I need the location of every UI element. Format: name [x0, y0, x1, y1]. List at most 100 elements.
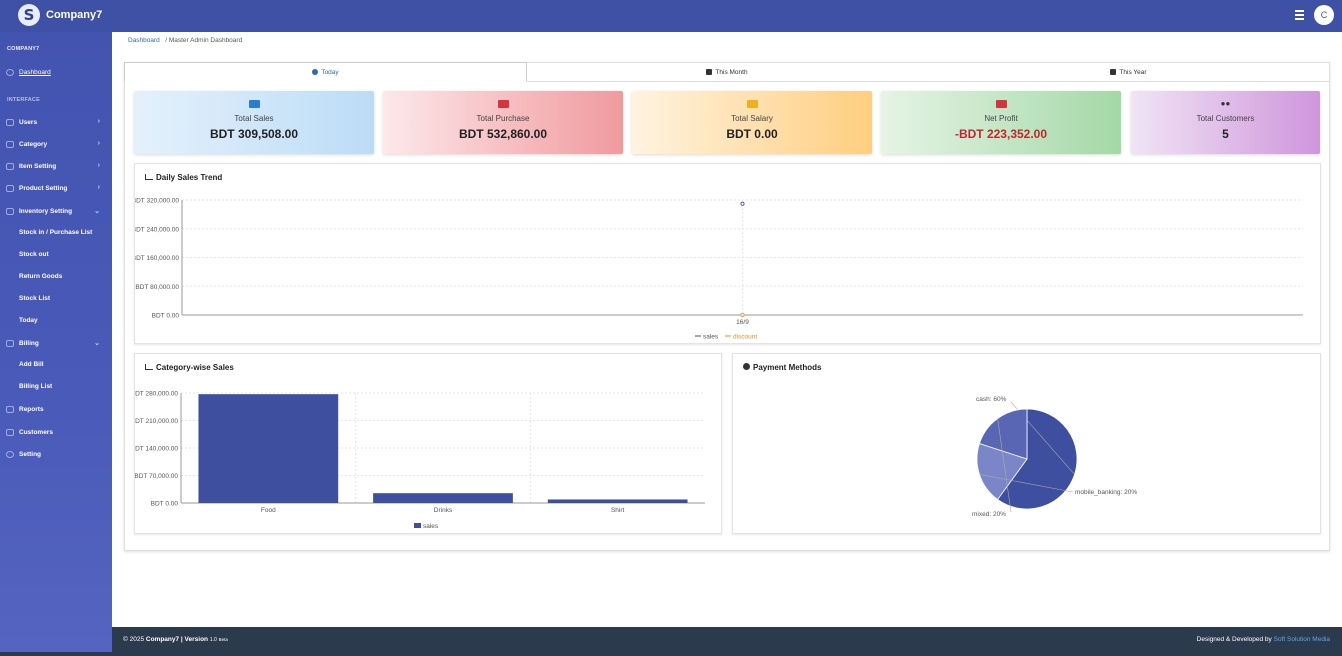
category-sales-chart[interactable]: BDT 0.00 BDT 70,000.00 BDT 140,000.00 BDT 2… — [135, 354, 723, 535]
x-tick-label: Drinks — [434, 507, 453, 514]
tab-this-month[interactable]: This Month — [527, 62, 927, 82]
bar-food — [198, 394, 339, 503]
sidebar-sub-add-bill[interactable]: Add Bill — [19, 361, 44, 368]
card-label: Total Purchase — [476, 114, 530, 123]
legend-label: sales — [703, 334, 719, 341]
daily-sales-chart[interactable]: BDT 0.00 BDT 80,000.00 BDT 160,000.00 BDT 2… — [135, 164, 1322, 345]
payment-methods-chart[interactable]: cash: 60% mobile_banking: 20% mixed: 20% — [733, 354, 1322, 535]
card-label: Total Customers — [1196, 114, 1255, 123]
sidebar-sub-stock-out[interactable]: Stock out — [19, 251, 49, 258]
card-value: BDT 0.00 — [726, 127, 778, 141]
card-value: 5 — [1222, 127, 1229, 141]
user-avatar[interactable]: C — [1314, 5, 1334, 25]
breadcrumb-current: / Master Admin Dashboard — [165, 37, 243, 44]
total-salary-card: Total Salary BDT 0.00 — [632, 91, 872, 154]
x-tick-label: Food — [261, 507, 276, 514]
sidebar: COMPANY7 Dashboard INTERFACE Users › Cat… — [0, 32, 112, 652]
sidebar-item-inventory-setting[interactable]: Inventory Setting ⌄ — [6, 204, 106, 218]
card-value: -BDT 223,352.00 — [954, 127, 1048, 141]
category-sales-title: Category-wise Sales — [145, 363, 234, 372]
data-point-discount — [740, 312, 745, 317]
sidebar-item-label: Customers — [19, 428, 53, 436]
brand-name[interactable]: Company7 — [46, 9, 103, 21]
warehouse-icon — [6, 207, 14, 215]
users-icon: ●● — [1220, 99, 1231, 108]
card-value: BDT 532,860.00 — [458, 127, 548, 141]
developer-link[interactable]: Soft Solution Media — [1273, 636, 1330, 643]
y-tick-label: BDT 280,000.00 — [135, 391, 178, 398]
clock-icon — [312, 69, 319, 75]
sidebar-sub-today[interactable]: Today — [19, 317, 38, 324]
pie-label: mixed: 20% — [972, 511, 1006, 518]
brand-logo-icon[interactable]: S — [18, 4, 40, 26]
sidebar-sub-stock-in[interactable]: Stock in / Purchase List — [19, 229, 93, 236]
users-icon — [6, 118, 14, 126]
money-icon — [746, 100, 758, 108]
sidebar-item-billing[interactable]: Billing ⌄ — [6, 336, 106, 350]
box-icon — [6, 184, 14, 192]
sidebar-item-label: Inventory Setting — [19, 207, 73, 215]
y-tick-label: BDT 70,000.00 — [135, 473, 178, 480]
sidebar-item-setting[interactable]: Setting — [6, 447, 106, 461]
y-tick-label: BDT 80,000.00 — [135, 284, 179, 291]
y-tick-label: BDT 140,000.00 — [135, 446, 178, 453]
hamburger-menu-icon[interactable] — [1295, 10, 1304, 20]
legend-label: sales — [423, 523, 439, 530]
tab-today[interactable]: Today — [124, 62, 527, 82]
chevron-right-icon: › — [97, 118, 100, 125]
card-label: Net Profit — [984, 114, 1018, 123]
breadcrumb-home-link[interactable]: Dashboard — [128, 37, 160, 44]
net-profit-card: Net Profit -BDT 223,352.00 — [881, 91, 1121, 154]
sidebar-item-label: Item Setting — [19, 162, 57, 170]
tab-label: This Month — [715, 68, 748, 76]
y-tick-label: BDT 0.00 — [151, 501, 179, 508]
chart-line-icon — [145, 174, 153, 180]
chart-line-icon — [145, 364, 153, 370]
window-bottom-edge — [0, 652, 1342, 656]
y-tick-label: BDT 240,000.00 — [135, 226, 179, 233]
bar-drinks — [373, 493, 513, 503]
chevron-right-icon: › — [97, 162, 100, 169]
legend-label: discount — [733, 334, 757, 341]
sidebar-company-heading: COMPANY7 — [7, 46, 40, 52]
list-icon — [6, 162, 14, 170]
sidebar-item-category[interactable]: Category › — [6, 137, 106, 151]
sidebar-item-customers[interactable]: Customers — [6, 425, 106, 439]
top-navbar: S Company7 C — [0, 0, 1342, 32]
beta-badge: Beta — [218, 637, 228, 642]
tab-label: This Year — [1119, 68, 1147, 76]
payment-methods-card: Payment Methods cash: 60% mobile_banking:… — [732, 353, 1321, 534]
sidebar-item-label: Setting — [19, 450, 42, 458]
sidebar-item-users[interactable]: Users › — [6, 115, 106, 129]
money-icon — [248, 100, 260, 108]
sidebar-item-product-setting[interactable]: Product Setting › — [6, 181, 106, 195]
customers-icon — [6, 428, 14, 436]
sidebar-item-item-setting[interactable]: Item Setting › — [6, 159, 106, 173]
y-tick-label: BDT 160,000.00 — [135, 255, 179, 262]
money-icon — [497, 100, 509, 108]
category-sales-card: Category-wise Sales BDT 0.00 BDT 70,000.0… — [134, 353, 722, 534]
sidebar-item-dashboard[interactable]: Dashboard — [6, 65, 106, 79]
card-label: Total Sales — [234, 114, 274, 123]
pie-label: mobile_banking: 20% — [1075, 489, 1137, 496]
sidebar-item-reports[interactable]: Reports — [6, 402, 106, 416]
sidebar-sub-billing-list[interactable]: Billing List — [19, 383, 53, 390]
card-value: BDT 309,508.00 — [209, 127, 299, 141]
tab-this-year[interactable]: This Year — [927, 62, 1330, 82]
reports-icon — [6, 405, 14, 413]
calendar-icon — [706, 69, 713, 75]
pie-label-line — [997, 418, 1012, 513]
sidebar-interface-heading: INTERFACE — [7, 97, 40, 103]
folder-icon — [6, 140, 14, 148]
y-tick-label: BDT 320,000.00 — [135, 198, 179, 205]
gear-icon — [6, 450, 14, 458]
sidebar-sub-return-goods[interactable]: Return Goods — [19, 273, 63, 280]
calendar-icon — [1110, 69, 1117, 75]
sidebar-item-label: Dashboard — [19, 68, 51, 76]
daily-sales-title: Daily Sales Trend — [145, 173, 222, 182]
billing-icon — [6, 339, 14, 347]
sidebar-item-label: Users — [19, 118, 38, 126]
sidebar-sub-stock-list[interactable]: Stock List — [19, 295, 51, 302]
chevron-right-icon: › — [97, 140, 100, 147]
total-customers-card: ●● Total Customers 5 — [1131, 91, 1320, 154]
